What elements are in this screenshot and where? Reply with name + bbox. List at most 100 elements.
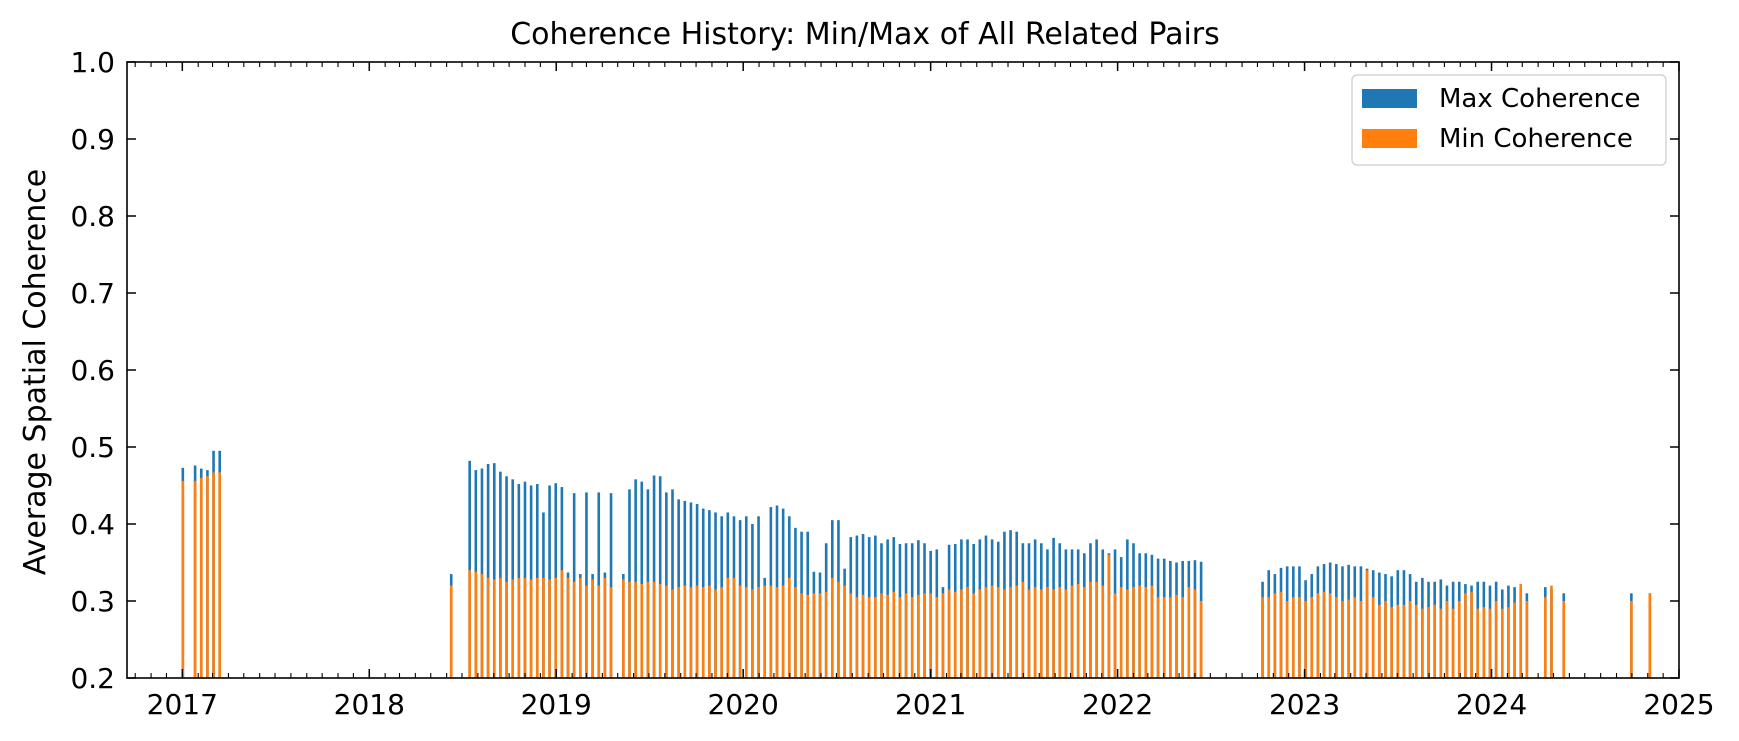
min-coherence-bar-170 <box>1544 597 1547 678</box>
min-coherence-bar-160 <box>1470 591 1473 678</box>
min-coherence-bar-168 <box>1519 584 1523 678</box>
max-coherence-bar-28 <box>597 492 601 678</box>
max-coherence-bars <box>181 450 1652 678</box>
y-axis-label: Average Spatial Coherence <box>18 169 53 575</box>
chart-title: Coherence History: Min/Max of All Relate… <box>510 17 1220 52</box>
x-tick-label-6: 2023 <box>1269 688 1340 721</box>
min-coherence-bar-3 <box>206 476 209 678</box>
min-coherence-bar-123 <box>1187 587 1191 678</box>
max-coherence-bar-9 <box>480 468 484 678</box>
x-tick-label-8: 2025 <box>1643 688 1714 721</box>
min-coherence-bar-74 <box>886 594 889 678</box>
min-coherence-bar-15 <box>517 577 521 678</box>
min-coherence-bar-71 <box>867 597 871 678</box>
min-coherence-bar-76 <box>898 597 902 678</box>
min-coherence-bar-138 <box>1335 597 1338 678</box>
min-coherence-bar-100 <box>1046 587 1049 678</box>
min-coherence-bar-67 <box>843 585 846 678</box>
min-coherence-bar-9 <box>480 574 484 678</box>
min-coherence-bar-158 <box>1457 601 1461 678</box>
min-coherence-bar-47 <box>720 587 723 678</box>
min-coherence-bar-84 <box>947 589 951 678</box>
min-coherence-bar-1 <box>193 480 197 678</box>
min-coherence-bar-46 <box>714 589 717 678</box>
min-coherence-bar-33 <box>634 581 637 678</box>
min-coherence-bar-159 <box>1464 593 1467 678</box>
min-coherence-bar-134 <box>1310 597 1314 678</box>
min-coherence-bar-43 <box>695 585 699 678</box>
y-tick-label-3: 0.5 <box>70 431 115 464</box>
y-tick-label-5: 0.7 <box>70 277 115 310</box>
min-coherence-bar-114 <box>1132 587 1135 678</box>
min-coherence-bar-23 <box>566 577 570 678</box>
min-coherence-bar-55 <box>769 585 773 678</box>
min-coherence-bar-162 <box>1482 607 1486 678</box>
y-tick-label-1: 0.3 <box>70 585 115 618</box>
min-coherence-bar-24 <box>572 581 576 678</box>
max-coherence-bar-14 <box>511 479 514 678</box>
min-coherence-bar-59 <box>794 587 797 678</box>
x-tick-label-2: 2019 <box>521 688 592 721</box>
min-coherence-bar-157 <box>1451 608 1455 678</box>
min-coherence-bar-149 <box>1402 604 1406 678</box>
min-coherence-bar-77 <box>904 593 908 678</box>
min-coherence-bar-131 <box>1292 597 1295 678</box>
max-coherence-bar-11 <box>492 463 496 678</box>
min-coherence-bar-51 <box>744 587 748 678</box>
min-coherence-bar-102 <box>1058 587 1062 678</box>
min-coherence-bar-136 <box>1322 591 1326 678</box>
min-coherence-bar-109 <box>1101 585 1105 678</box>
min-coherence-bar-110 <box>1107 554 1111 678</box>
min-coherence-bar-4 <box>212 472 215 678</box>
min-coherence-bar-166 <box>1507 607 1510 678</box>
min-coherence-bar-163 <box>1488 608 1492 678</box>
min-coherence-bar-63 <box>818 593 822 678</box>
min-coherence-bar-18 <box>535 577 539 678</box>
min-coherence-bar-167 <box>1513 602 1516 678</box>
min-coherence-bar-93 <box>1003 589 1006 678</box>
min-coherence-bar-88 <box>972 593 975 678</box>
min-coherence-bar-101 <box>1052 589 1055 678</box>
min-coherence-bar-161 <box>1476 608 1479 678</box>
min-coherence-bar-70 <box>861 594 865 678</box>
min-coherence-bar-120 <box>1169 597 1172 678</box>
min-coherence-bar-155 <box>1439 608 1443 678</box>
min-coherence-bar-72 <box>874 597 877 678</box>
min-coherence-bar-147 <box>1390 607 1393 678</box>
plot-frame <box>126 61 1680 679</box>
min-coherence-bar-154 <box>1433 604 1436 678</box>
y-tick-label-6: 0.8 <box>70 200 115 233</box>
min-coherence-bar-115 <box>1138 585 1141 678</box>
min-coherence-bar-145 <box>1378 604 1381 678</box>
min-coherence-bar-37 <box>658 584 662 678</box>
y-tick-label-8: 1.0 <box>70 46 115 79</box>
min-coherence-bar-96 <box>1021 581 1025 678</box>
min-coherence-bar-103 <box>1064 589 1068 678</box>
min-coherence-bar-26 <box>585 585 588 678</box>
min-coherence-bar-141 <box>1353 597 1357 678</box>
min-coherence-bar-21 <box>554 577 558 678</box>
min-coherence-bar-140 <box>1347 599 1350 678</box>
min-coherence-bar-83 <box>941 593 945 678</box>
min-coherence-bar-122 <box>1181 597 1184 678</box>
min-coherence-bar-7 <box>468 570 471 678</box>
min-coherence-bar-12 <box>499 577 502 678</box>
min-coherence-bar-16 <box>523 577 527 678</box>
min-coherence-bar-107 <box>1089 581 1092 678</box>
min-coherence-bar-35 <box>646 581 650 678</box>
y-tick-label-2: 0.4 <box>70 508 115 541</box>
legend-box <box>1351 74 1667 166</box>
min-coherence-bar-86 <box>960 589 963 678</box>
min-coherence-bar-19 <box>542 577 545 678</box>
min-coherence-bar-50 <box>738 585 742 678</box>
max-coherence-bar-33 <box>634 479 637 678</box>
min-coherence-bar-22 <box>560 570 564 678</box>
min-coherence-bar-127 <box>1267 597 1271 678</box>
min-coherence-bar-126 <box>1261 597 1264 678</box>
y-tick-label-7: 0.9 <box>70 123 115 156</box>
min-coherence-bars <box>181 472 1652 678</box>
min-coherence-bar-113 <box>1126 589 1129 678</box>
min-coherence-bar-2 <box>199 477 203 678</box>
min-coherence-bar-28 <box>597 585 601 678</box>
